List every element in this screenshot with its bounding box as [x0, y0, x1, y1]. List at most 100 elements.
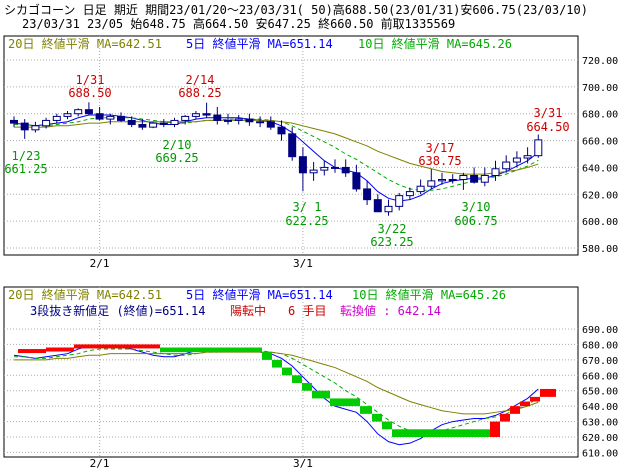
annotation-value: 661.25 — [4, 162, 47, 176]
candle-body-up — [170, 119, 179, 125]
annotation-value: 606.75 — [454, 214, 497, 228]
break-block-down — [302, 383, 312, 391]
break-block-up — [510, 406, 520, 414]
candle — [512, 151, 521, 168]
lower-grid — [4, 287, 578, 457]
lower-y-tick-label: 650.00 — [582, 387, 618, 398]
candle-body-up — [331, 166, 339, 169]
break-block-down — [262, 352, 272, 360]
candle — [352, 164, 361, 192]
upper-y-tick-label: 680.00 — [582, 110, 618, 121]
candle-body-up — [309, 169, 318, 174]
candle — [448, 174, 457, 184]
candle — [341, 159, 350, 177]
annotation-value: 688.25 — [178, 86, 221, 100]
candle-body-up — [427, 180, 436, 187]
candle — [138, 119, 147, 130]
candle — [149, 121, 158, 129]
break-block-up — [490, 421, 500, 437]
annotation-value: 664.50 — [526, 120, 569, 134]
candle-body-up — [224, 119, 232, 122]
upper-x-tick-label: 3/1 — [293, 257, 313, 270]
candle-body-down — [10, 119, 18, 124]
upper-y-tick-label: 700.00 — [582, 83, 618, 94]
candle — [491, 160, 500, 181]
candle-body-up — [438, 179, 446, 182]
candle-body-down — [138, 123, 147, 128]
lower-info-1: 3段抜き新値足 (終値)=651.14 — [30, 303, 205, 318]
candle — [502, 155, 511, 173]
candle — [309, 162, 318, 181]
candle-body-down — [470, 174, 479, 183]
candle-body-down — [352, 172, 361, 190]
lower-y-tick-label: 660.00 — [582, 371, 618, 382]
upper-y-tick-label: 660.00 — [582, 137, 618, 148]
annotation-date: 1/23 — [12, 149, 41, 163]
annotation-date: 3/31 — [534, 106, 563, 120]
candle — [534, 134, 543, 158]
lower-legend-ma10: 10日 終値平滑 MA=645.26 — [352, 287, 506, 302]
lower-y-tick-label: 680.00 — [582, 340, 618, 351]
candle — [117, 112, 125, 122]
candle-body-up — [74, 109, 83, 115]
candle — [277, 120, 286, 141]
break-block-down — [382, 421, 392, 430]
upper-ma-line-2 — [14, 119, 539, 175]
candle — [42, 117, 51, 129]
candle — [106, 113, 115, 125]
candle — [470, 167, 479, 184]
candle — [298, 147, 307, 192]
upper-legend-ma20: 20日 終値平滑 MA=642.51 — [8, 36, 162, 51]
candle-body-up — [416, 185, 425, 193]
candle-body-up — [149, 122, 158, 128]
break-block-down — [312, 390, 330, 399]
break-block-up — [530, 396, 540, 402]
lower-legend-ma20: 20日 終値平滑 MA=642.51 — [8, 287, 162, 302]
annotation-value: 622.25 — [285, 214, 328, 228]
candle-body-up — [320, 166, 329, 171]
upper-y-tick-label: 640.00 — [582, 163, 618, 174]
candle-body-up — [234, 118, 243, 121]
candle — [320, 160, 329, 176]
candle-body-down — [84, 109, 93, 115]
candle — [52, 113, 61, 124]
upper-grid — [4, 36, 578, 255]
upper-legend-ma5: 5日 終値平滑 MA=651.14 — [186, 36, 333, 51]
candle-body-up — [459, 174, 468, 181]
candle-body-up — [480, 174, 489, 183]
break-block-down — [392, 429, 490, 437]
annotation-date: 3/17 — [426, 141, 455, 155]
break-block-down — [282, 367, 292, 376]
upper-y-tick-label: 600.00 — [582, 217, 618, 228]
candle — [224, 113, 232, 125]
candle-body-down — [127, 119, 136, 125]
candle — [63, 111, 72, 120]
candle-body-down — [373, 199, 382, 213]
candle-body-up — [384, 205, 393, 213]
lower-ma-line-2 — [14, 351, 539, 415]
lower-x-tick-label: 3/1 — [293, 457, 313, 470]
candle-body-down — [341, 166, 350, 174]
break-block-down — [330, 398, 360, 407]
candle — [416, 179, 425, 195]
annotation-value: 623.25 — [370, 235, 413, 249]
candle — [363, 180, 372, 206]
candle-body-up — [491, 168, 500, 176]
candle — [245, 113, 254, 126]
header-line1: シカゴコーン 日足 期近 期間23/01/20～23/03/31( 50)高68… — [4, 2, 588, 17]
lower-info-2: 陽転中 — [230, 303, 266, 318]
candle-body-up — [512, 157, 521, 163]
candle-body-up — [448, 179, 457, 182]
candle-body-up — [63, 113, 72, 117]
lower-y-tick-label: 640.00 — [582, 402, 618, 413]
lower-y-tick-label: 630.00 — [582, 418, 618, 429]
candle-body-down — [95, 113, 104, 120]
